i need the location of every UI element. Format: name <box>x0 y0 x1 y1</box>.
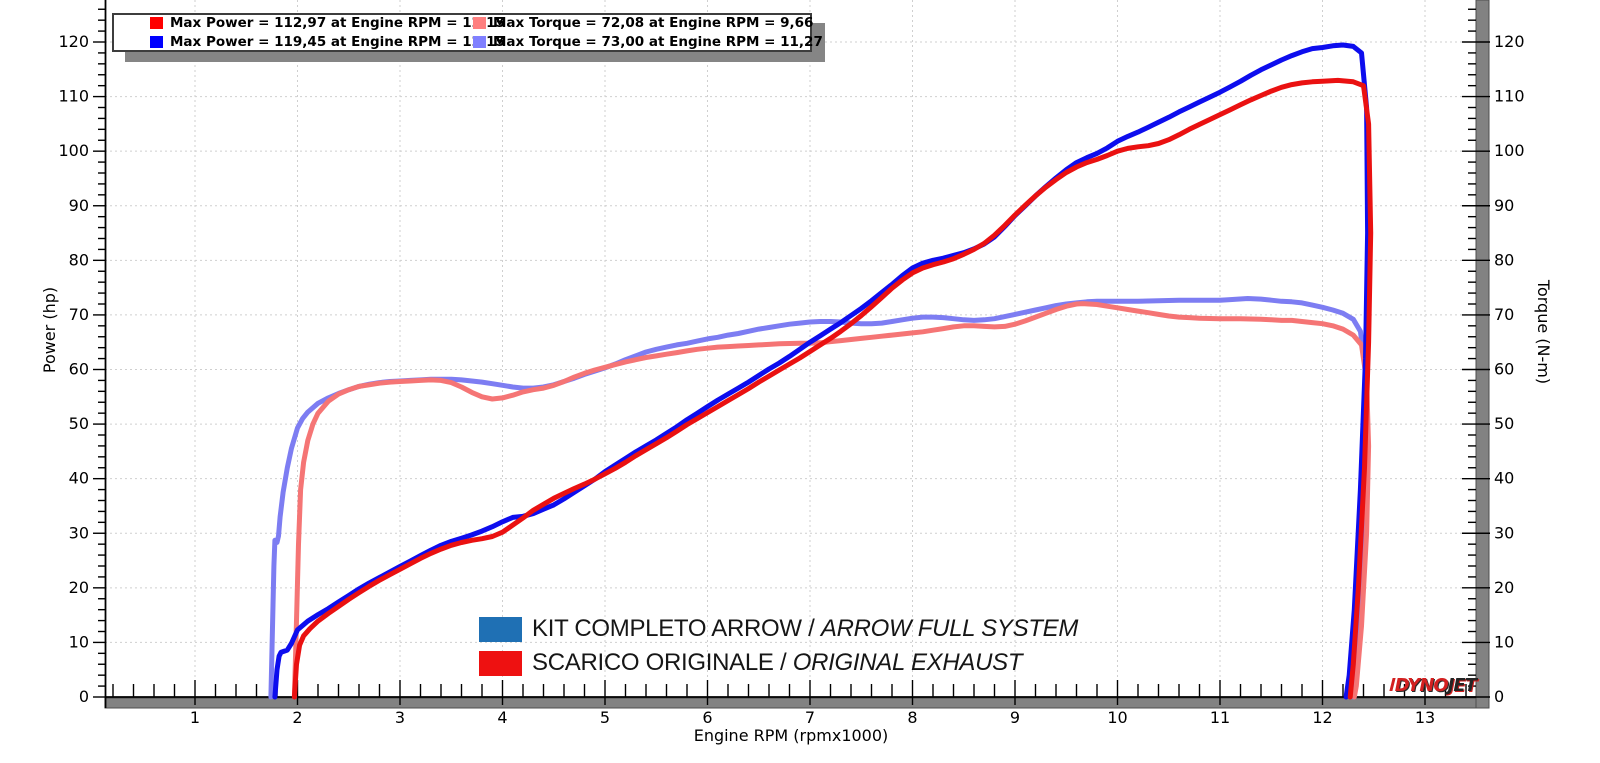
y-right-tick-label: 60 <box>1494 360 1514 379</box>
x-axis-bar <box>104 697 1490 709</box>
max-values-row: Max Power = 119,45 at Engine RPM = 12,15… <box>114 34 823 50</box>
y-right-tick-label: 30 <box>1494 523 1514 542</box>
x-tick-label: 8 <box>907 708 917 727</box>
y-left-tick-label: 90 <box>69 196 89 215</box>
y-left-tick-label: 40 <box>69 469 89 488</box>
original-exhaust-label-italic: ORIGINAL EXHAUST <box>792 649 1023 676</box>
rpm-axis-title: Engine RPM (rpmx1000) <box>694 726 889 745</box>
x-tick-label: 5 <box>600 708 610 727</box>
x-tick-label: 12 <box>1312 708 1332 727</box>
y-right-tick-label: 40 <box>1494 469 1514 488</box>
power-arrow-swatch-icon <box>150 36 163 48</box>
original-exhaust-swatch-icon <box>479 650 522 676</box>
arrow-system-swatch-icon <box>479 616 522 642</box>
max-torque-original-label: Max Torque = 72,08 at Engine RPM = 9,66 <box>493 15 814 31</box>
x-tick-label: 3 <box>395 708 405 727</box>
max-torque-arrow-entry: Max Torque = 73,00 at Engine RPM = 11,27 <box>473 34 823 50</box>
max-power-arrow-label: Max Power = 119,45 at Engine RPM = 12,15 <box>170 34 505 50</box>
right-axis-bar <box>1475 0 1490 709</box>
y-left-tick-label: 120 <box>58 32 89 51</box>
x-tick-label: 10 <box>1107 708 1127 727</box>
max-torque-arrow-label: Max Torque = 73,00 at Engine RPM = 11,27 <box>493 34 823 50</box>
y-right-tick-label: 100 <box>1494 141 1525 160</box>
y-right-tick-label: 50 <box>1494 414 1514 433</box>
max-power-original-entry: Max Power = 112,97 at Engine RPM = 12,15 <box>150 15 505 31</box>
y-left-tick-label: 30 <box>69 523 89 542</box>
curve-power-arrow <box>272 42 1371 700</box>
x-tick-label: 6 <box>702 708 712 727</box>
max-values-row: Max Power = 112,97 at Engine RPM = 12,15… <box>114 15 813 31</box>
original-exhaust-label: SCARICO ORIGINALE / ORIGINAL EXHAUST <box>532 649 1023 677</box>
arrow-system-label: KIT COMPLETO ARROW / ARROW FULL SYSTEM <box>532 615 1078 643</box>
y-left-tick-label: 80 <box>69 250 89 269</box>
y-left-tick-label: 70 <box>69 305 89 324</box>
y-right-tick-label: 70 <box>1494 305 1514 324</box>
y-left-tick-label: 20 <box>69 578 89 597</box>
x-tick-label: 9 <box>1010 708 1020 727</box>
dynojet-logo-jet: JET <box>1447 675 1477 696</box>
x-tick-label: 4 <box>497 708 507 727</box>
max-values-legend: Max Power = 112,97 at Engine RPM = 12,15… <box>112 13 823 52</box>
power-original-swatch-icon <box>150 17 163 29</box>
dynojet-logo: DYNOJET <box>1378 675 1477 696</box>
dynojet-logo-dyno: DYNO <box>1394 675 1449 696</box>
x-tick-label: 11 <box>1210 708 1230 727</box>
y-left-tick-label: 100 <box>58 141 89 160</box>
x-tick-label: 13 <box>1415 708 1435 727</box>
x-tick-label: 2 <box>292 708 302 727</box>
power-axis-title: Power (hp) <box>40 287 59 373</box>
original-exhaust-label-regular: SCARICO ORIGINALE / <box>532 649 793 676</box>
max-torque-original-entry: Max Torque = 72,08 at Engine RPM = 9,66 <box>473 15 813 31</box>
torque-original-swatch-icon <box>473 17 486 29</box>
curve-power-original <box>291 77 1374 700</box>
y-right-tick-label: 0 <box>1494 687 1504 706</box>
y-right-tick-label: 80 <box>1494 250 1514 269</box>
max-power-arrow-entry: Max Power = 119,45 at Engine RPM = 12,15 <box>150 34 505 50</box>
y-right-tick-label: 120 <box>1494 32 1525 51</box>
y-right-tick-label: 10 <box>1494 632 1514 651</box>
y-right-tick-label: 90 <box>1494 196 1514 215</box>
y-right-tick-label: 110 <box>1494 87 1525 106</box>
arrow-system-label-italic: ARROW FULL SYSTEM <box>820 615 1079 642</box>
arrow-system-label-regular: KIT COMPLETO ARROW / <box>532 615 821 642</box>
torque-arrow-swatch-icon <box>473 36 486 48</box>
series-legend: KIT COMPLETO ARROW / ARROW FULL SYSTEM S… <box>479 615 1078 684</box>
legend-item-arrow-system: KIT COMPLETO ARROW / ARROW FULL SYSTEM <box>479 615 1078 643</box>
y-right-tick-label: 20 <box>1494 578 1514 597</box>
y-left-tick-label: 60 <box>69 360 89 379</box>
y-left-tick-label: 50 <box>69 414 89 433</box>
y-left-tick-label: 110 <box>58 87 89 106</box>
legend-item-original-exhaust: SCARICO ORIGINALE / ORIGINAL EXHAUST <box>479 649 1078 677</box>
y-left-tick-label: 0 <box>79 687 89 706</box>
x-tick-label: 7 <box>805 708 815 727</box>
max-power-original-label: Max Power = 112,97 at Engine RPM = 12,15 <box>170 15 505 31</box>
torque-axis-title: Torque (N-m) <box>1534 279 1553 384</box>
x-tick-label: 1 <box>190 708 200 727</box>
y-left-tick-label: 10 <box>69 632 89 651</box>
